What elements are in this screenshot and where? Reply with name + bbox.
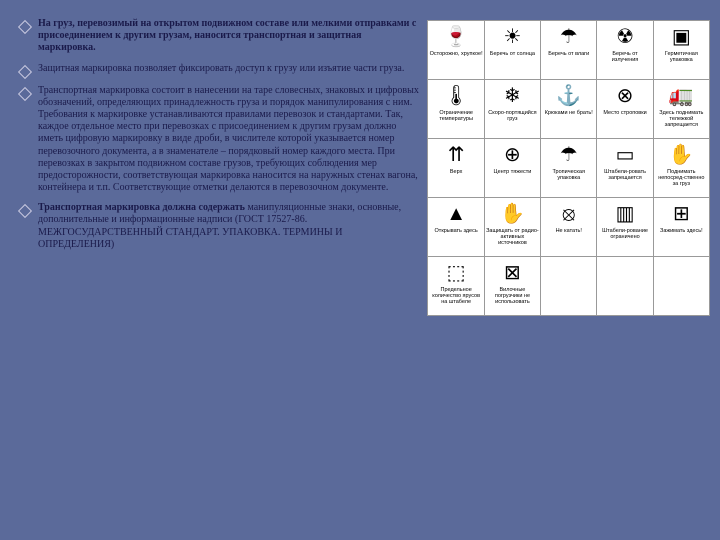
text-column: На груз, перевозимый на открытом подвижн… bbox=[18, 18, 427, 522]
bullet-item: Транспортная маркировка должна содержать… bbox=[18, 202, 419, 251]
sign-caption: Предельное количество ярусов на штабеле bbox=[429, 288, 482, 305]
sign-icon: ⦻ bbox=[555, 200, 583, 228]
sign-cell: ☀Беречь от солнца bbox=[485, 21, 540, 79]
sign-icon bbox=[555, 259, 583, 287]
sign-icon: ▭ bbox=[611, 141, 639, 169]
sign-caption: Здесь поднимать тележкой запрещается bbox=[655, 111, 708, 128]
sign-icon: ⊕ bbox=[498, 141, 526, 169]
sign-cell bbox=[541, 257, 596, 315]
sign-cell: ⊕Центр тяжести bbox=[485, 139, 540, 197]
sign-icon: ▲ bbox=[442, 200, 470, 228]
sign-cell: 🍷Осторожно, хрупкое! bbox=[428, 21, 483, 79]
bullet-text: На груз, перевозимый на открытом подвижн… bbox=[38, 18, 419, 55]
sign-cell: ⊞Зажимать здесь! bbox=[654, 198, 709, 256]
sign-icon bbox=[611, 259, 639, 287]
bullet-diamond-icon bbox=[18, 86, 32, 100]
sign-cell: ⇈Верх bbox=[428, 139, 483, 197]
sign-icon: ☂ bbox=[555, 141, 583, 169]
sign-cell: 🌡Ограничение температуры bbox=[428, 80, 483, 138]
sign-caption: Беречь от солнца bbox=[490, 52, 535, 58]
sign-cell: ☂Беречь от влаги bbox=[541, 21, 596, 79]
sign-icon: ⇈ bbox=[442, 141, 470, 169]
sign-icon: ⚓ bbox=[555, 82, 583, 110]
sign-cell: ☢Беречь от излучения bbox=[597, 21, 652, 79]
bullet-diamond-icon bbox=[18, 20, 32, 34]
sign-cell: ⊠Вилочные погрузчики не использовать bbox=[485, 257, 540, 315]
sign-caption: Беречь от излучения bbox=[598, 52, 651, 64]
sign-caption: Осторожно, хрупкое! bbox=[430, 52, 483, 58]
sign-icon: ⬚ bbox=[442, 259, 470, 287]
sign-icon: ☀ bbox=[498, 23, 526, 51]
bullet-text: Защитная маркировка позволяет фиксироват… bbox=[38, 63, 419, 77]
sign-cell: ✋Поднимать непосред-ственно за груз bbox=[654, 139, 709, 197]
bullet-diamond-icon bbox=[18, 204, 32, 218]
sign-icon: ☢ bbox=[611, 23, 639, 51]
sign-cell: ▥Штабели-рование ограничено bbox=[597, 198, 652, 256]
sign-cell: ▲Открывать здесь bbox=[428, 198, 483, 256]
sign-caption: Зажимать здесь! bbox=[660, 229, 703, 235]
sign-caption: Не катать! bbox=[556, 229, 582, 235]
sign-caption: Защищать от радио-активных источников bbox=[486, 229, 539, 246]
sign-caption: Беречь от влаги bbox=[548, 52, 589, 58]
sign-icon: ⊗ bbox=[611, 82, 639, 110]
sign-cell bbox=[597, 257, 652, 315]
bullet-text: Транспортная маркировка должна содержать… bbox=[38, 202, 419, 251]
sign-icon: 🍷 bbox=[442, 23, 470, 51]
bullet-item: Защитная маркировка позволяет фиксироват… bbox=[18, 63, 419, 77]
bullet-text: Транспортная маркировка состоит в нанесе… bbox=[38, 85, 419, 195]
sign-icon: ⊞ bbox=[667, 200, 695, 228]
slide: На груз, перевозимый на открытом подвижн… bbox=[0, 0, 720, 540]
sign-icon: ⊠ bbox=[498, 259, 526, 287]
sign-caption: Крюками не брать! bbox=[545, 111, 593, 117]
signs-grid: 🍷Осторожно, хрупкое!☀Беречь от солнца☂Бе… bbox=[427, 20, 710, 316]
sign-icon: 🌡 bbox=[442, 82, 470, 110]
sign-icon: 🚛 bbox=[667, 82, 695, 110]
sign-cell: ⊗Место строповки bbox=[597, 80, 652, 138]
bullet-item: На груз, перевозимый на открытом подвижн… bbox=[18, 18, 419, 55]
sign-icon: ☂ bbox=[555, 23, 583, 51]
sign-caption: Скоро-портящийся груз bbox=[486, 111, 539, 123]
sign-caption: Штабели-рование ограничено bbox=[598, 229, 651, 241]
sign-icon bbox=[667, 259, 695, 287]
bullet-diamond-icon bbox=[18, 64, 32, 78]
sign-caption: Штабели-ровать запрещается bbox=[598, 170, 651, 182]
sign-icon: ❄ bbox=[498, 82, 526, 110]
sign-cell: ▭Штабели-ровать запрещается bbox=[597, 139, 652, 197]
sign-caption: Ограничение температуры bbox=[429, 111, 482, 123]
sign-caption: Центр тяжести bbox=[494, 170, 532, 176]
sign-icon: ✋ bbox=[498, 200, 526, 228]
sign-icon: ✋ bbox=[667, 141, 695, 169]
sign-cell: ⚓Крюками не брать! bbox=[541, 80, 596, 138]
sign-caption: Открывать здесь bbox=[435, 229, 478, 235]
sign-cell: ⬚Предельное количество ярусов на штабеле bbox=[428, 257, 483, 315]
bullet-item: Транспортная маркировка состоит в нанесе… bbox=[18, 85, 419, 195]
sign-icon: ▣ bbox=[667, 23, 695, 51]
sign-cell: ✋Защищать от радио-активных источников bbox=[485, 198, 540, 256]
sign-caption: Вилочные погрузчики не использовать bbox=[486, 288, 539, 305]
sign-caption: Место строповки bbox=[603, 111, 646, 117]
sign-cell: ❄Скоро-портящийся груз bbox=[485, 80, 540, 138]
sign-caption: Поднимать непосред-ственно за груз bbox=[655, 170, 708, 187]
sign-cell bbox=[654, 257, 709, 315]
sign-caption: Герметичная упаковка bbox=[655, 52, 708, 64]
sign-cell: ▣Герметичная упаковка bbox=[654, 21, 709, 79]
sign-cell: ⦻Не катать! bbox=[541, 198, 596, 256]
sign-caption: Верх bbox=[450, 170, 462, 176]
signs-table: 🍷Осторожно, хрупкое!☀Беречь от солнца☂Бе… bbox=[427, 20, 710, 316]
sign-icon: ▥ bbox=[611, 200, 639, 228]
sign-cell: 🚛Здесь поднимать тележкой запрещается bbox=[654, 80, 709, 138]
sign-cell: ☂Тропическая упаковка bbox=[541, 139, 596, 197]
sign-caption: Тропическая упаковка bbox=[542, 170, 595, 182]
